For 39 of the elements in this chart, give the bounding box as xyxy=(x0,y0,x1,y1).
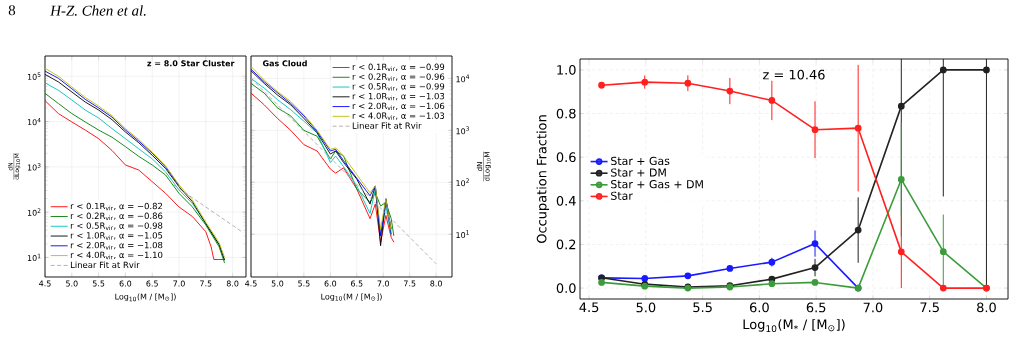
legend-label: r < 0.5R$_{vir}$, α = −0.99 xyxy=(352,83,445,91)
legend-label: Star xyxy=(611,191,633,200)
legend-label: Linear Fit at Rvir xyxy=(70,261,140,269)
y-tick-label: 1.0 xyxy=(557,65,576,75)
y-tick-label: 0.8 xyxy=(556,108,576,119)
text: 8 xyxy=(8,5,16,16)
y-axis-title: $\frac{\mathrm{dN}}{\mathrm{dLog_{10}M}}$ xyxy=(476,151,491,182)
y-tick-label: 0.2 xyxy=(556,239,576,250)
legend-label: r < 0.2R$_{vir}$, α = −0.86 xyxy=(70,212,163,221)
legend-label: r < 4.0R$_{vir}$, α = −1.03 xyxy=(352,112,445,120)
legend-label: Linear Fit at Rvir xyxy=(352,122,422,129)
legend-label: r < 4.0R$_{vir}$, α = −1.10 xyxy=(70,251,163,260)
y-tick-label: 0.0 xyxy=(556,283,576,293)
x-tick-label: 7.0 xyxy=(863,302,883,313)
legend-label: r < 1.0R$_{vir}$, α = −1.03 xyxy=(352,92,445,101)
y-axis-title: Occupation Fraction xyxy=(536,115,550,243)
legend-label: Star + DM xyxy=(611,168,666,177)
x-tick-label: 7.5 xyxy=(920,302,939,313)
legend-label: r < 1.0R$_{vir}$, α = −1.05 xyxy=(70,232,163,240)
x-tick-label: 5.0 xyxy=(636,302,656,313)
y-tick-label: 0.6 xyxy=(556,152,576,163)
x-tick-label: 8.0 xyxy=(977,302,996,313)
text: H-Z. Chen et al. xyxy=(50,5,146,16)
legend-label: r < 0.2R$_{vir}$, α = −0.96 xyxy=(352,73,445,81)
legend-label: r < 0.1R$_{vir}$, α = −0.82 xyxy=(70,202,163,211)
y-axis-title: $\frac{\mathrm{dN}}{\mathrm{dLog_{10}M}}$ xyxy=(8,153,21,180)
legend-label: r < 0.1R$_{vir}$, α = −0.99 xyxy=(352,63,445,71)
x-axis-title: Log$_{10}$(M$_{*}$ / [M$_{⊙}$]) xyxy=(743,319,845,333)
x-tick-label: 6.0 xyxy=(749,302,769,313)
y-tick-label: 0.4 xyxy=(556,195,576,206)
x-tick-label: 4.5 xyxy=(579,302,599,313)
annotation: z = 10.46 xyxy=(763,69,825,80)
x-tick-label: 6.5 xyxy=(806,302,826,313)
legend-label: Star + Gas + DM xyxy=(611,180,703,189)
legend-label: r < 0.5R$_{vir}$, α = −0.98 xyxy=(70,222,163,230)
legend-label: r < 2.0R$_{vir}$, α = −1.06 xyxy=(352,102,445,110)
x-tick-label: 5.5 xyxy=(693,302,712,313)
legend-label: Star + Gas xyxy=(611,156,670,166)
legend-label: r < 2.0R$_{vir}$, α = −1.08 xyxy=(70,241,163,250)
